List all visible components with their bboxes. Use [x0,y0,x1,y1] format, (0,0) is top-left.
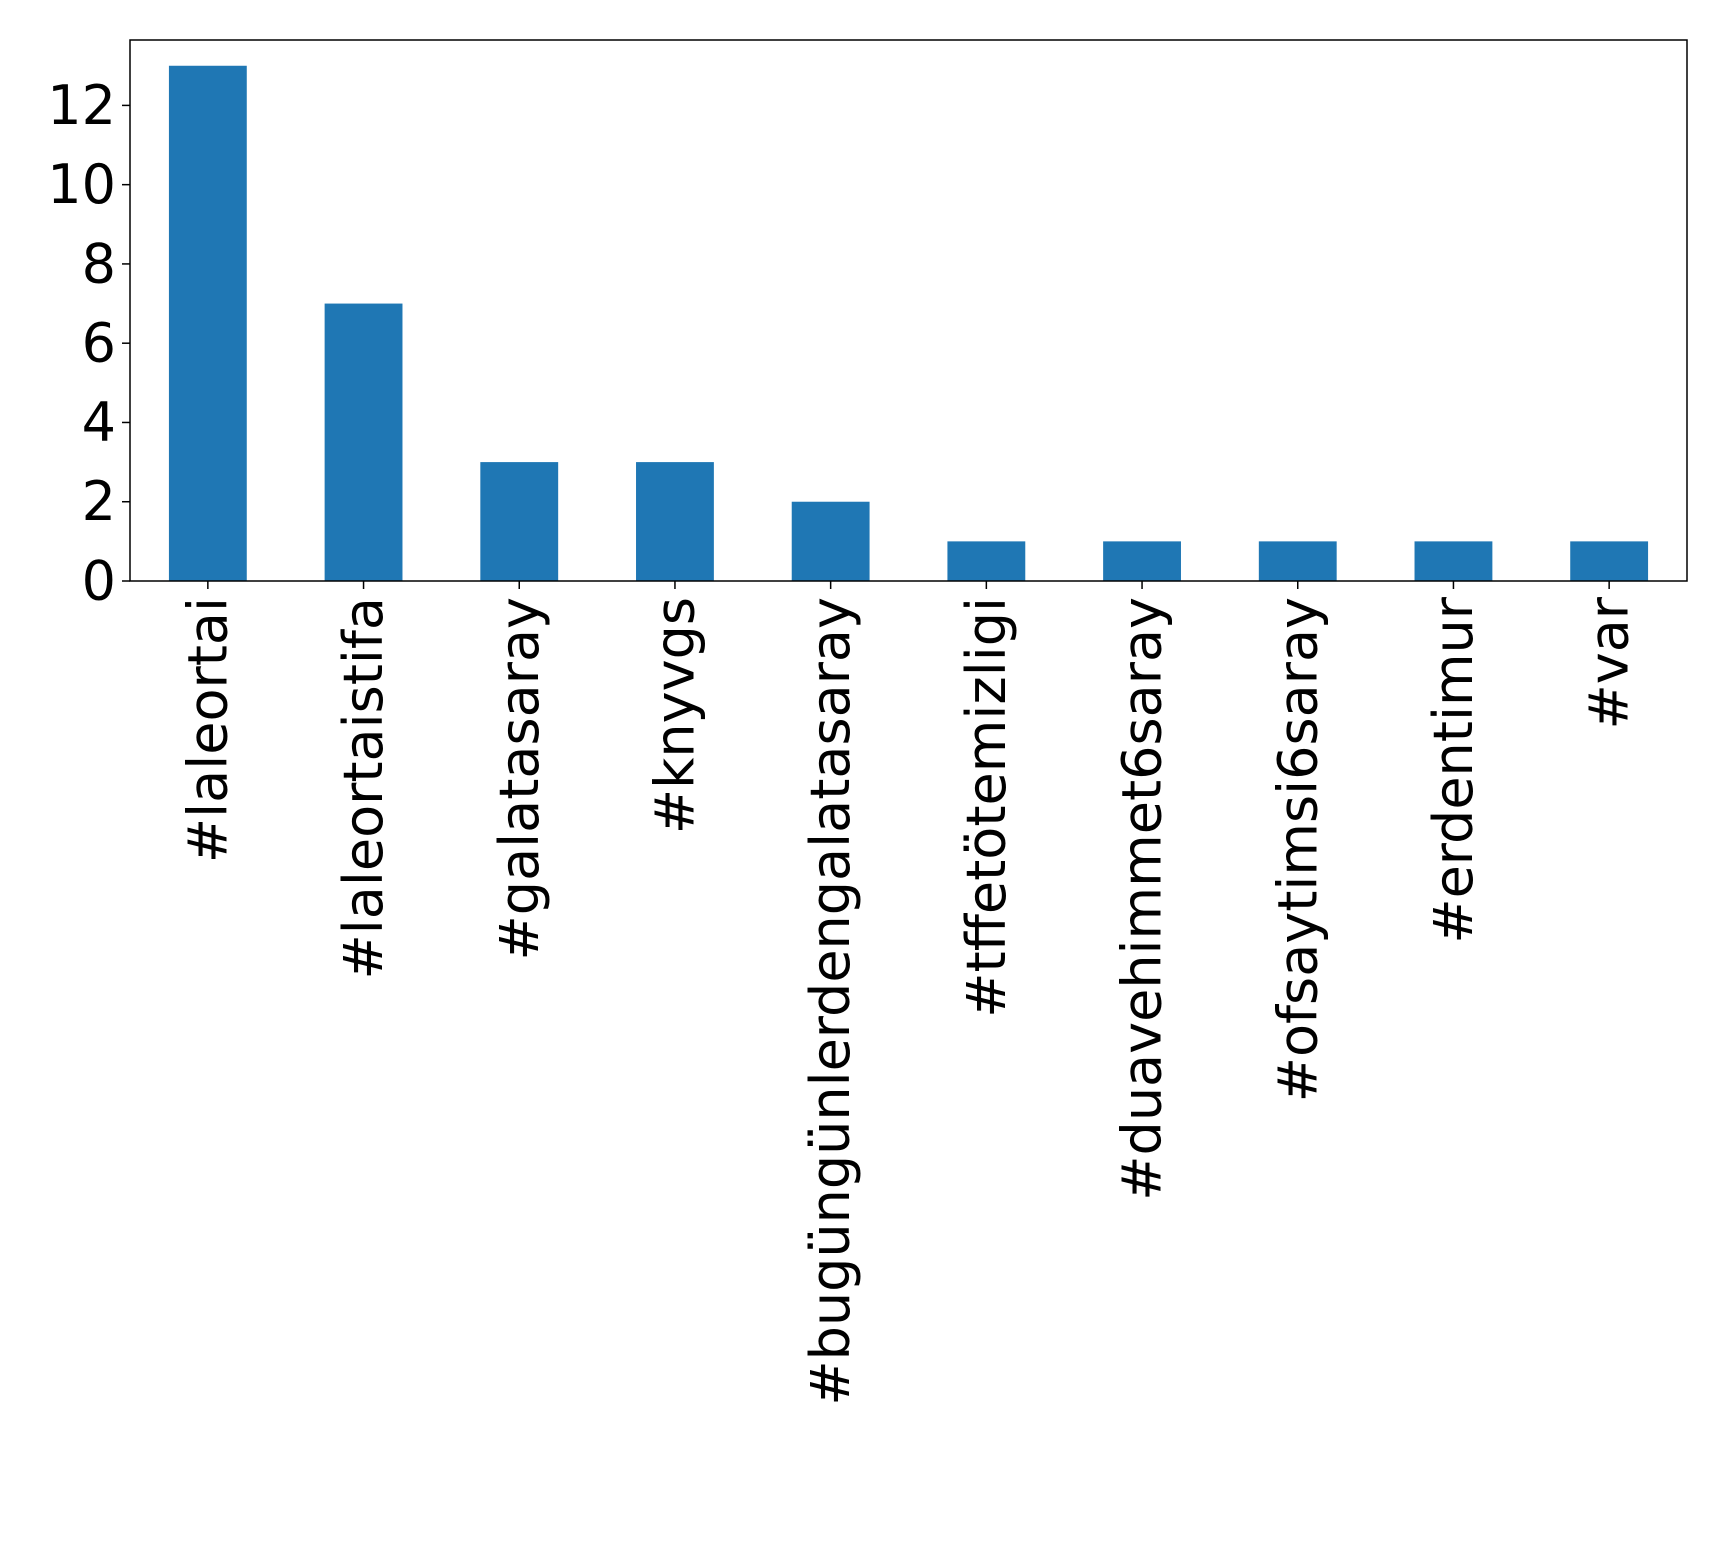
y-tick-label: 10 [47,153,116,216]
bar-2 [480,462,559,581]
x-tick-label: #ofsaytimsi6saray [1266,597,1329,1102]
bar-7 [1258,541,1337,581]
bar-3 [636,462,714,581]
x-tick-label: #bugüngünlerdengalatasaray [799,597,862,1406]
x-tick-label: #erdentimur [1422,596,1485,943]
bar-5 [947,541,1026,581]
bar-1 [324,303,403,581]
bar-6 [1103,541,1181,581]
bar-4 [791,501,870,581]
y-axis: 0 2 4 6 8 10 12 [47,74,130,613]
bars-group [168,65,1649,581]
x-tick-label: #var [1578,596,1641,729]
x-tick-label: #laleortai [176,597,239,863]
y-tick-label: 0 [82,550,116,613]
y-tick-label: 6 [82,312,116,375]
x-tick-label: #knyvgs [643,597,706,834]
x-tick-label: #galatasaray [488,597,551,960]
y-tick-label: 8 [82,232,116,295]
x-tick-label: #tffetötemizligi [955,597,1018,1018]
x-tick-label: #duavehimmet6saray [1111,597,1174,1201]
x-axis: #laleortai #laleortaistifa #galatasaray #kn… [176,581,1641,1406]
y-tick-label: 4 [82,391,116,454]
y-tick-label: 2 [82,470,116,533]
y-tick-label: 12 [47,74,116,137]
bar-8 [1414,541,1493,581]
bar-0 [168,65,247,581]
bar-9 [1570,541,1649,581]
plot-frame [129,39,1688,582]
x-tick-label: #laleortaistifa [332,597,395,979]
